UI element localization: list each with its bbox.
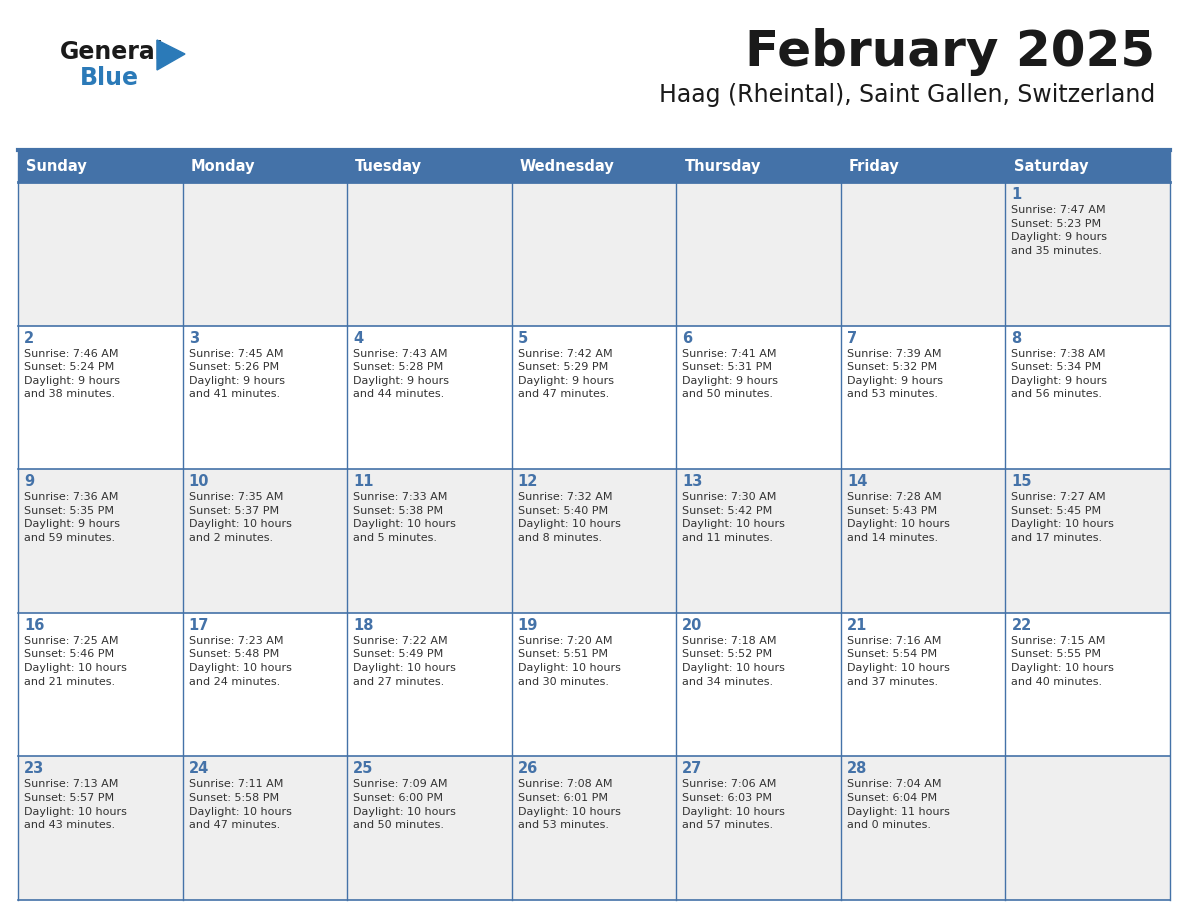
FancyBboxPatch shape: [18, 150, 183, 182]
Text: 3: 3: [189, 330, 198, 345]
Text: Wednesday: Wednesday: [520, 159, 614, 174]
FancyBboxPatch shape: [841, 150, 1005, 182]
Text: Sunrise: 7:23 AM
Sunset: 5:48 PM
Daylight: 10 hours
and 24 minutes.: Sunrise: 7:23 AM Sunset: 5:48 PM Dayligh…: [189, 636, 291, 687]
Text: 20: 20: [682, 618, 702, 633]
Text: Sunrise: 7:35 AM
Sunset: 5:37 PM
Daylight: 10 hours
and 2 minutes.: Sunrise: 7:35 AM Sunset: 5:37 PM Dayligh…: [189, 492, 291, 543]
FancyBboxPatch shape: [18, 182, 1170, 326]
Text: Sunrise: 7:22 AM
Sunset: 5:49 PM
Daylight: 10 hours
and 27 minutes.: Sunrise: 7:22 AM Sunset: 5:49 PM Dayligh…: [353, 636, 456, 687]
Text: Sunrise: 7:06 AM
Sunset: 6:03 PM
Daylight: 10 hours
and 57 minutes.: Sunrise: 7:06 AM Sunset: 6:03 PM Dayligh…: [682, 779, 785, 830]
Text: Tuesday: Tuesday: [355, 159, 423, 174]
Text: Sunrise: 7:25 AM
Sunset: 5:46 PM
Daylight: 10 hours
and 21 minutes.: Sunrise: 7:25 AM Sunset: 5:46 PM Dayligh…: [24, 636, 127, 687]
Text: Sunrise: 7:16 AM
Sunset: 5:54 PM
Daylight: 10 hours
and 37 minutes.: Sunrise: 7:16 AM Sunset: 5:54 PM Dayligh…: [847, 636, 949, 687]
Text: Sunrise: 7:08 AM
Sunset: 6:01 PM
Daylight: 10 hours
and 53 minutes.: Sunrise: 7:08 AM Sunset: 6:01 PM Dayligh…: [518, 779, 620, 830]
Text: 10: 10: [189, 475, 209, 489]
FancyBboxPatch shape: [676, 150, 841, 182]
Text: 18: 18: [353, 618, 374, 633]
Text: 9: 9: [24, 475, 34, 489]
Text: 6: 6: [682, 330, 693, 345]
Text: Saturday: Saturday: [1013, 159, 1088, 174]
Text: Sunrise: 7:15 AM
Sunset: 5:55 PM
Daylight: 10 hours
and 40 minutes.: Sunrise: 7:15 AM Sunset: 5:55 PM Dayligh…: [1011, 636, 1114, 687]
Text: 7: 7: [847, 330, 857, 345]
Text: Sunrise: 7:11 AM
Sunset: 5:58 PM
Daylight: 10 hours
and 47 minutes.: Sunrise: 7:11 AM Sunset: 5:58 PM Dayligh…: [189, 779, 291, 830]
Text: Sunrise: 7:43 AM
Sunset: 5:28 PM
Daylight: 9 hours
and 44 minutes.: Sunrise: 7:43 AM Sunset: 5:28 PM Dayligh…: [353, 349, 449, 399]
FancyBboxPatch shape: [1005, 150, 1170, 182]
Text: 2: 2: [24, 330, 34, 345]
FancyBboxPatch shape: [512, 150, 676, 182]
Text: 15: 15: [1011, 475, 1032, 489]
Text: 12: 12: [518, 475, 538, 489]
Text: Friday: Friday: [849, 159, 899, 174]
Text: Monday: Monday: [191, 159, 255, 174]
Text: 11: 11: [353, 475, 374, 489]
FancyBboxPatch shape: [183, 150, 347, 182]
Text: February 2025: February 2025: [745, 28, 1155, 76]
Text: 14: 14: [847, 475, 867, 489]
FancyBboxPatch shape: [18, 756, 1170, 900]
Text: Sunday: Sunday: [26, 159, 87, 174]
Text: Sunrise: 7:30 AM
Sunset: 5:42 PM
Daylight: 10 hours
and 11 minutes.: Sunrise: 7:30 AM Sunset: 5:42 PM Dayligh…: [682, 492, 785, 543]
Text: 28: 28: [847, 761, 867, 777]
Text: Blue: Blue: [80, 66, 139, 90]
Text: Sunrise: 7:33 AM
Sunset: 5:38 PM
Daylight: 10 hours
and 5 minutes.: Sunrise: 7:33 AM Sunset: 5:38 PM Dayligh…: [353, 492, 456, 543]
Text: Sunrise: 7:47 AM
Sunset: 5:23 PM
Daylight: 9 hours
and 35 minutes.: Sunrise: 7:47 AM Sunset: 5:23 PM Dayligh…: [1011, 205, 1107, 256]
Text: 26: 26: [518, 761, 538, 777]
Text: Sunrise: 7:42 AM
Sunset: 5:29 PM
Daylight: 9 hours
and 47 minutes.: Sunrise: 7:42 AM Sunset: 5:29 PM Dayligh…: [518, 349, 614, 399]
Text: 1: 1: [1011, 187, 1022, 202]
FancyBboxPatch shape: [18, 613, 1170, 756]
Text: 21: 21: [847, 618, 867, 633]
Text: Sunrise: 7:27 AM
Sunset: 5:45 PM
Daylight: 10 hours
and 17 minutes.: Sunrise: 7:27 AM Sunset: 5:45 PM Dayligh…: [1011, 492, 1114, 543]
Text: Sunrise: 7:04 AM
Sunset: 6:04 PM
Daylight: 11 hours
and 0 minutes.: Sunrise: 7:04 AM Sunset: 6:04 PM Dayligh…: [847, 779, 949, 830]
Text: 23: 23: [24, 761, 44, 777]
Text: 5: 5: [518, 330, 527, 345]
Text: Sunrise: 7:32 AM
Sunset: 5:40 PM
Daylight: 10 hours
and 8 minutes.: Sunrise: 7:32 AM Sunset: 5:40 PM Dayligh…: [518, 492, 620, 543]
Text: Sunrise: 7:20 AM
Sunset: 5:51 PM
Daylight: 10 hours
and 30 minutes.: Sunrise: 7:20 AM Sunset: 5:51 PM Dayligh…: [518, 636, 620, 687]
FancyBboxPatch shape: [347, 150, 512, 182]
Text: Thursday: Thursday: [684, 159, 760, 174]
Text: Sunrise: 7:28 AM
Sunset: 5:43 PM
Daylight: 10 hours
and 14 minutes.: Sunrise: 7:28 AM Sunset: 5:43 PM Dayligh…: [847, 492, 949, 543]
Text: Sunrise: 7:45 AM
Sunset: 5:26 PM
Daylight: 9 hours
and 41 minutes.: Sunrise: 7:45 AM Sunset: 5:26 PM Dayligh…: [189, 349, 285, 399]
Polygon shape: [157, 40, 185, 70]
Text: Sunrise: 7:41 AM
Sunset: 5:31 PM
Daylight: 9 hours
and 50 minutes.: Sunrise: 7:41 AM Sunset: 5:31 PM Dayligh…: [682, 349, 778, 399]
Text: 16: 16: [24, 618, 44, 633]
Text: 24: 24: [189, 761, 209, 777]
Text: Sunrise: 7:09 AM
Sunset: 6:00 PM
Daylight: 10 hours
and 50 minutes.: Sunrise: 7:09 AM Sunset: 6:00 PM Dayligh…: [353, 779, 456, 830]
FancyBboxPatch shape: [18, 326, 1170, 469]
Text: Sunrise: 7:38 AM
Sunset: 5:34 PM
Daylight: 9 hours
and 56 minutes.: Sunrise: 7:38 AM Sunset: 5:34 PM Dayligh…: [1011, 349, 1107, 399]
Text: 8: 8: [1011, 330, 1022, 345]
Text: 17: 17: [189, 618, 209, 633]
Text: 19: 19: [518, 618, 538, 633]
Text: Sunrise: 7:18 AM
Sunset: 5:52 PM
Daylight: 10 hours
and 34 minutes.: Sunrise: 7:18 AM Sunset: 5:52 PM Dayligh…: [682, 636, 785, 687]
Text: Haag (Rheintal), Saint Gallen, Switzerland: Haag (Rheintal), Saint Gallen, Switzerla…: [659, 83, 1155, 107]
Text: Sunrise: 7:36 AM
Sunset: 5:35 PM
Daylight: 9 hours
and 59 minutes.: Sunrise: 7:36 AM Sunset: 5:35 PM Dayligh…: [24, 492, 120, 543]
Text: Sunrise: 7:13 AM
Sunset: 5:57 PM
Daylight: 10 hours
and 43 minutes.: Sunrise: 7:13 AM Sunset: 5:57 PM Dayligh…: [24, 779, 127, 830]
Text: General: General: [61, 40, 164, 64]
Text: 13: 13: [682, 475, 702, 489]
Text: Sunrise: 7:39 AM
Sunset: 5:32 PM
Daylight: 9 hours
and 53 minutes.: Sunrise: 7:39 AM Sunset: 5:32 PM Dayligh…: [847, 349, 943, 399]
Text: 22: 22: [1011, 618, 1031, 633]
Text: 25: 25: [353, 761, 373, 777]
Text: 4: 4: [353, 330, 364, 345]
FancyBboxPatch shape: [18, 469, 1170, 613]
Text: 27: 27: [682, 761, 702, 777]
Text: Sunrise: 7:46 AM
Sunset: 5:24 PM
Daylight: 9 hours
and 38 minutes.: Sunrise: 7:46 AM Sunset: 5:24 PM Dayligh…: [24, 349, 120, 399]
